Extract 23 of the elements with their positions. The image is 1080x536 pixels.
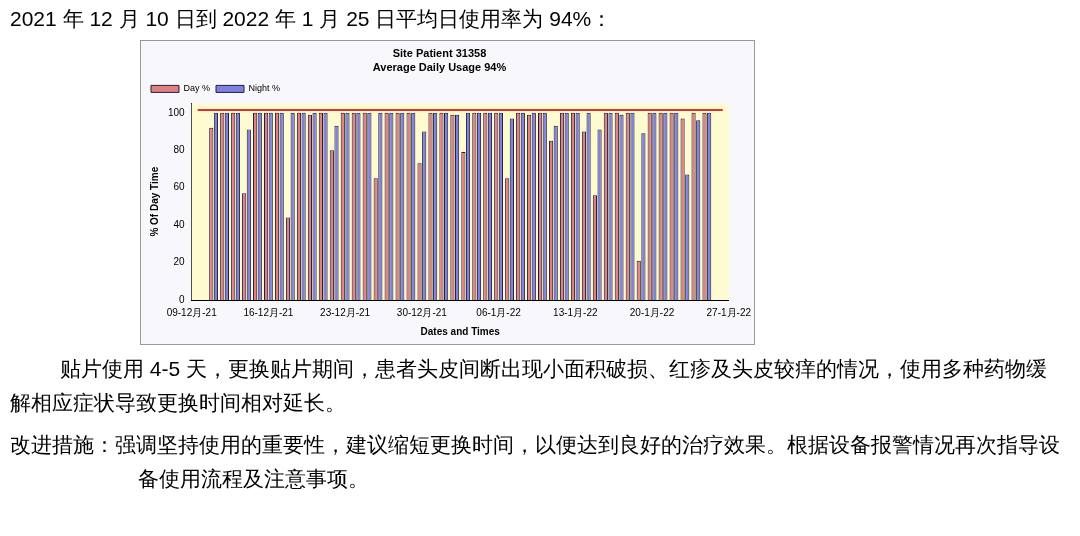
- y-axis-title: % Of Day Time: [148, 166, 160, 237]
- y-tick-label: 40: [173, 218, 186, 230]
- x-tick-label: 06-1月-22: [476, 306, 522, 318]
- x-tick-label: 13-1月-22: [553, 306, 598, 318]
- y-tick-label: 0: [179, 293, 186, 305]
- x-tick-label: 09-12月-21: [166, 306, 218, 318]
- x-tick-label: 20-1月-22: [629, 306, 675, 318]
- legend-label: Day %: [183, 83, 211, 94]
- y-tick-label: 100: [168, 106, 186, 118]
- x-tick-label: 16-12月-21: [243, 306, 294, 318]
- y-tick-label: 80: [173, 143, 186, 155]
- chart-subtitle: Average Daily Usage 94%: [372, 60, 507, 73]
- x-tick-label: 23-12月-21: [320, 306, 371, 318]
- legend-label: Night %: [248, 83, 281, 94]
- text: 改进措施：强调坚持使用的重要性，建议缩短更换时间，以便达到良好的治疗效果。根据设备报警情况再次指导设备使用流程及注意事项。: [10, 432, 1060, 492]
- chart-title: Site Patient 31358: [392, 46, 487, 59]
- text: 贴片使用 4-5 天，更换贴片期间，患者头皮间断出现小面积破损、红疹及头皮较痒的情况，使用多种药物缓解相应症状导致更换时间相对延长。: [10, 356, 1049, 416]
- y-tick-label: 60: [173, 181, 186, 193]
- text: 2021 年 12 月 10 日到 2022 年 1 月 25 日平均日使用率为 94%：: [10, 6, 613, 32]
- x-axis-title: Dates and Times: [420, 325, 501, 337]
- x-tick-label: 30-12月-21: [396, 306, 448, 318]
- y-tick-label: 20: [173, 256, 186, 268]
- x-tick-label: 27-1月-22: [706, 306, 752, 318]
